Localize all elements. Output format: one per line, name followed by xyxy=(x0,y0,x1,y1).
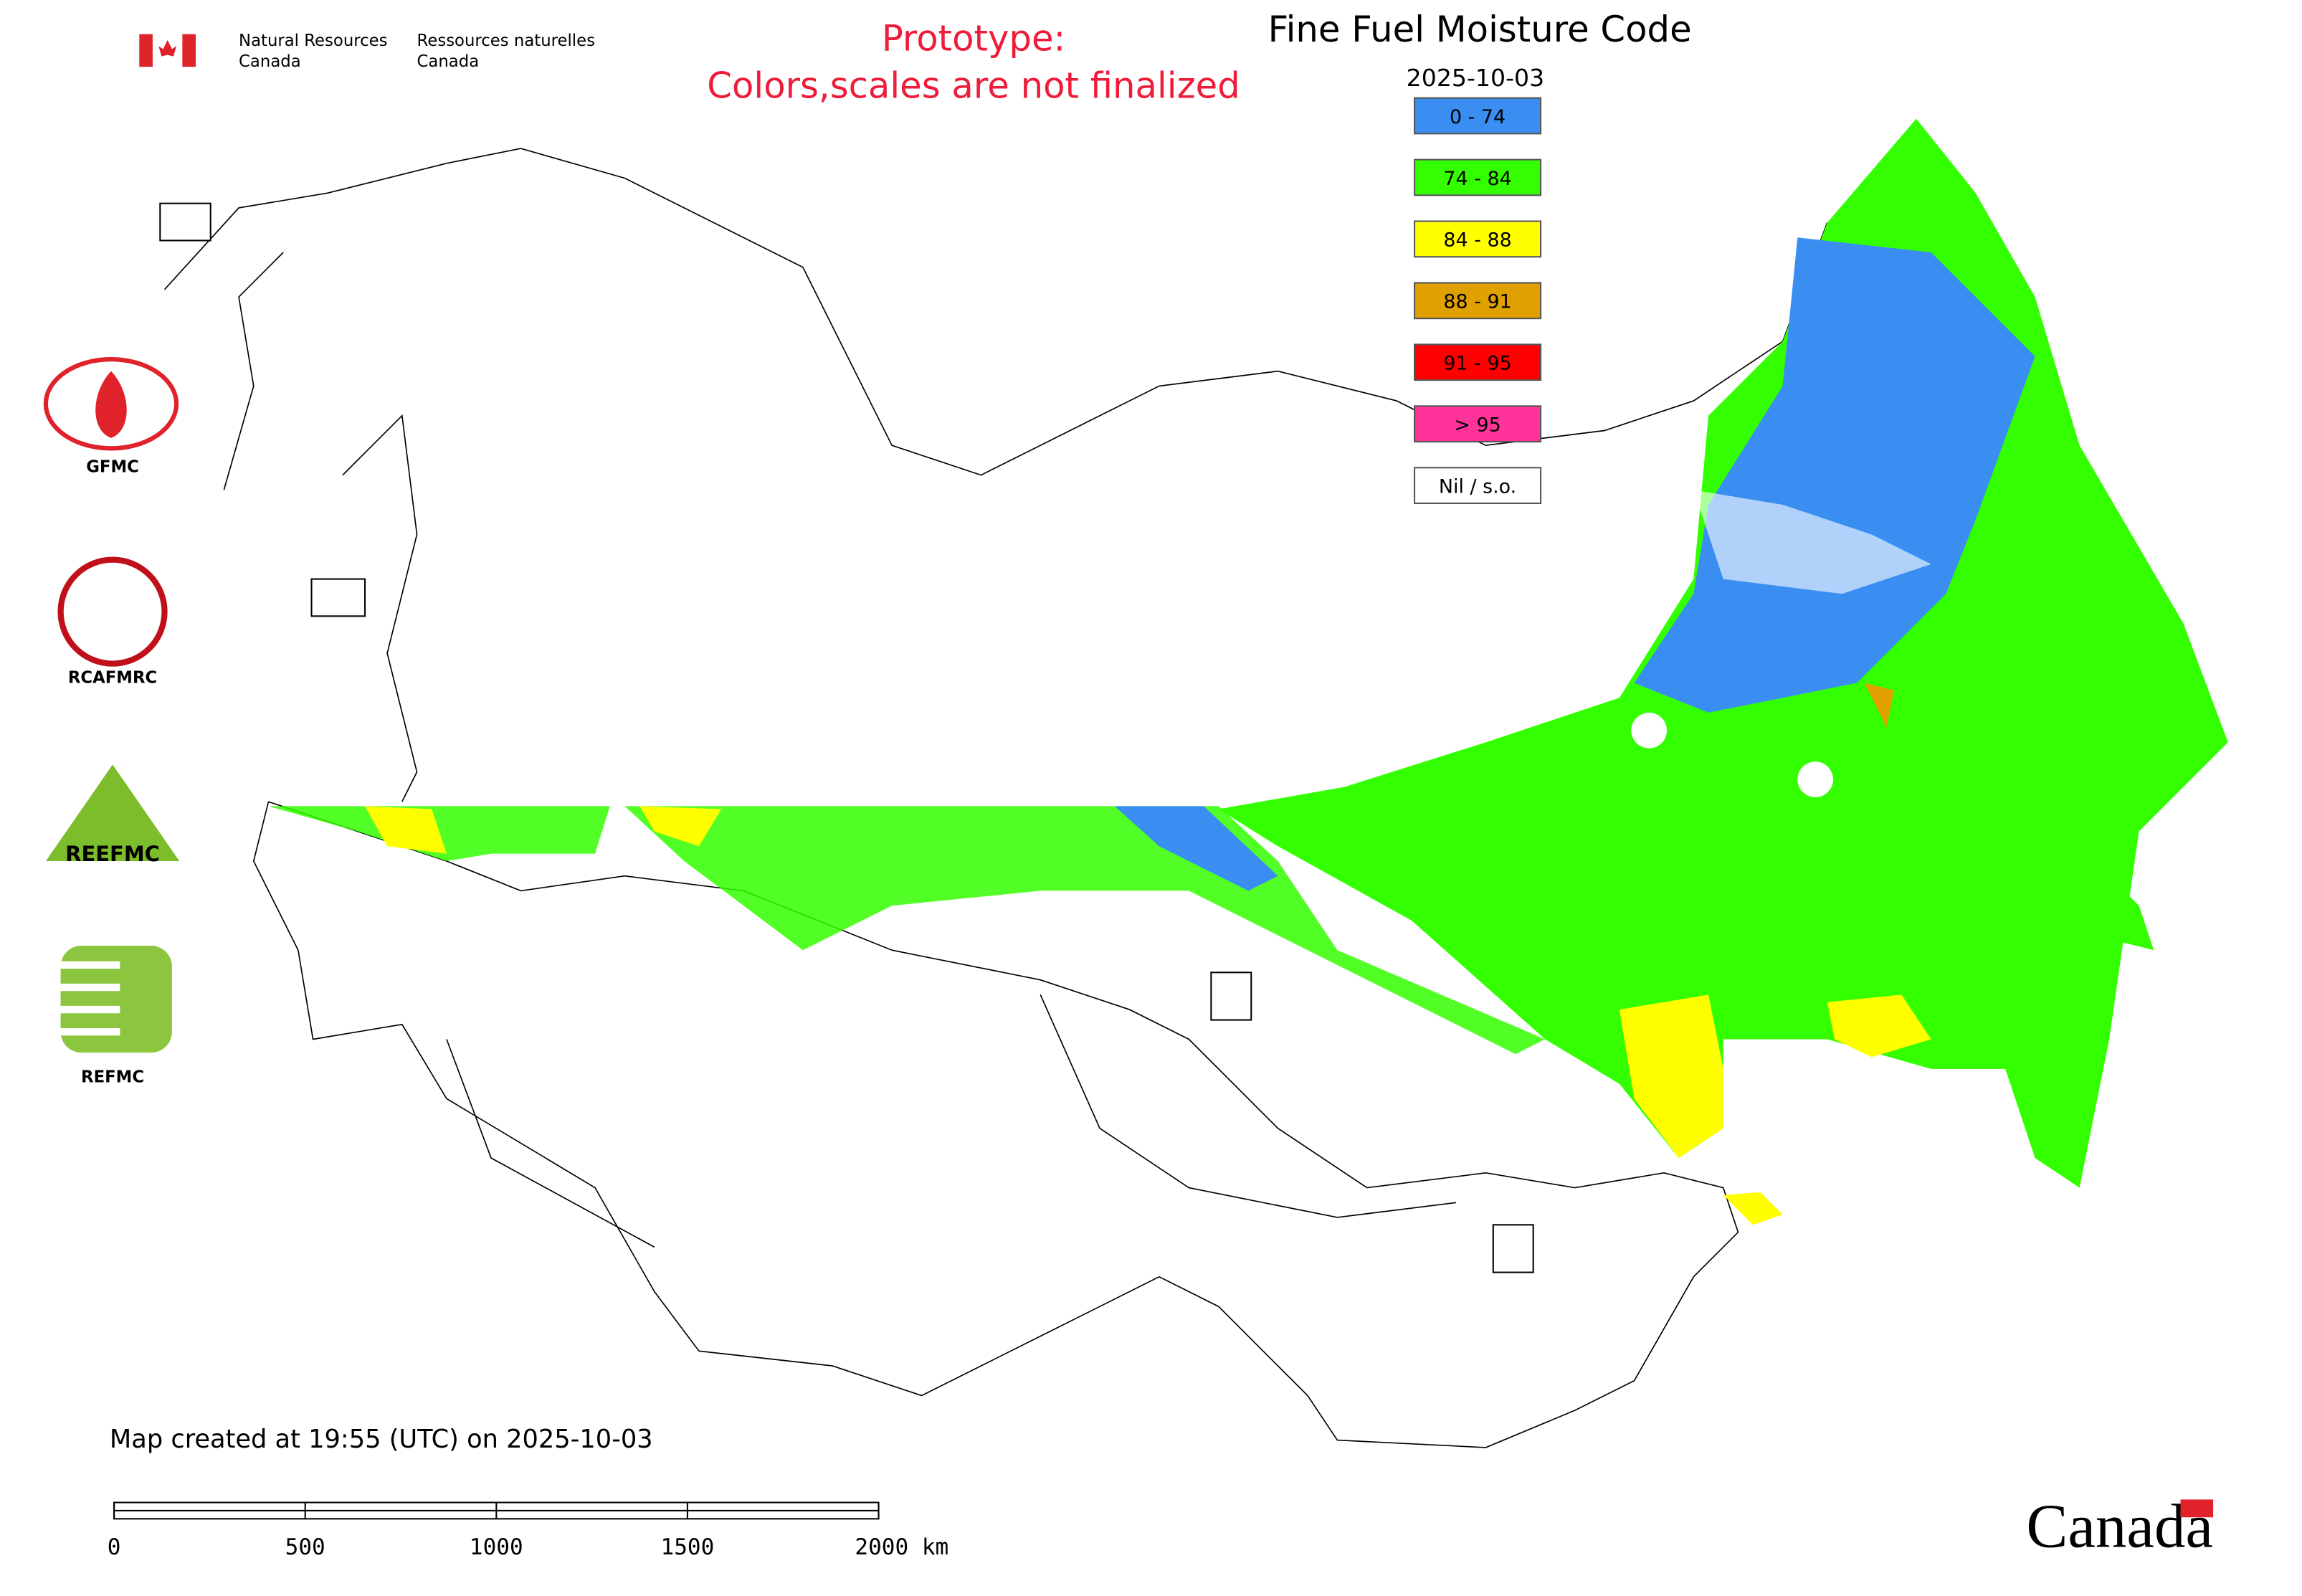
logos xyxy=(43,357,180,1053)
scale-bar: 0 500 1000 1500 2000 km xyxy=(108,1501,948,1560)
logo-label: REEFMC xyxy=(65,842,160,866)
dept-fr-2: Canada xyxy=(417,52,480,71)
mini-logo xyxy=(1210,972,1252,1021)
notice-line-2: Colors,scales are not finalized xyxy=(707,65,1240,107)
ffmc-yellow-3 xyxy=(1723,1192,1783,1225)
mini-logo xyxy=(310,578,366,617)
scale-label: 0 xyxy=(108,1534,121,1560)
logo-label: GFMC xyxy=(86,457,139,476)
legend-label: 74 - 84 xyxy=(1443,168,1511,190)
map-title: Fine Fuel Moisture Code xyxy=(1268,9,1692,50)
ffmc-strip-blue xyxy=(1114,806,1278,891)
mini-logo xyxy=(159,202,211,242)
legend-swatch xyxy=(1414,343,1542,381)
data-gap xyxy=(1797,761,1833,797)
legend-label: 84 - 88 xyxy=(1443,229,1511,252)
legend: 0 - 74 74 - 84 84 - 88 88 - 91 91 - 95 > 95 Ni… xyxy=(1414,97,1542,505)
central-asia-border xyxy=(252,801,1739,1448)
notice-line-1: Prototype: xyxy=(882,17,1065,59)
ffmc-green-peninsula xyxy=(1990,802,2154,951)
ffmc-orange xyxy=(1864,683,1894,728)
legend-label: Nil / s.o. xyxy=(1439,475,1516,498)
legend-swatch xyxy=(1414,220,1542,258)
mini-logo xyxy=(1492,1224,1534,1273)
north-coast xyxy=(163,148,1828,476)
ffmc-strip-yellow xyxy=(365,806,722,854)
internal-borders xyxy=(223,252,1457,1248)
scale-label: 1000 xyxy=(470,1534,523,1560)
scale-label: 2000 km xyxy=(855,1534,948,1560)
data-gap xyxy=(1631,712,1668,749)
legend-label: > 95 xyxy=(1454,414,1500,437)
legend-swatch xyxy=(1414,282,1542,320)
dept-en-2: Canada xyxy=(239,52,301,71)
ffmc-yellow-1 xyxy=(1619,994,1723,1159)
legend-label: 0 - 74 xyxy=(1450,106,1506,128)
logo-label: REFMC xyxy=(81,1068,144,1087)
legend-swatch xyxy=(1414,97,1542,135)
created-note: Map created at 19:55 (UTC) on 2025-10-03 xyxy=(110,1425,653,1454)
map xyxy=(159,118,2228,1448)
scale-label: 500 xyxy=(285,1534,325,1560)
ffmc-blue xyxy=(1634,237,2035,713)
ffmc-nil xyxy=(1693,490,1931,594)
logo-label: RCAFMRC xyxy=(68,669,157,688)
ffmc-yellow-2 xyxy=(1827,994,1931,1058)
scale-label: 1500 xyxy=(661,1534,715,1560)
legend-swatch xyxy=(1414,158,1542,196)
legend-label: 91 - 95 xyxy=(1443,353,1511,375)
legend-swatch xyxy=(1414,405,1542,443)
dept-fr-1: Ressources naturelles xyxy=(417,32,595,50)
nrcan-signature: Natural Resources Canada Ressources natu… xyxy=(139,32,595,71)
legend-swatch xyxy=(1414,467,1542,505)
map-date: 2025-10-03 xyxy=(1407,64,1545,92)
dept-en-1: Natural Resources xyxy=(239,32,387,50)
wordmark-flag xyxy=(2180,1499,2214,1518)
legend-label: 88 - 91 xyxy=(1443,291,1511,313)
